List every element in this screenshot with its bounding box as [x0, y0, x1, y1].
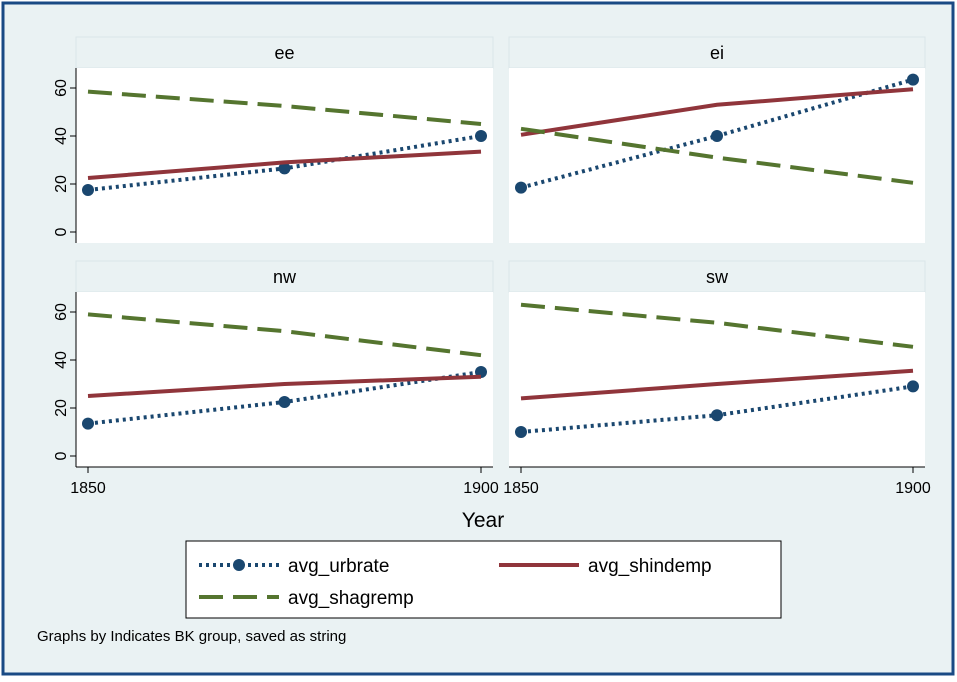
panel-title: ee: [274, 43, 294, 63]
series-line-avg_shindemp: [520, 87, 914, 137]
series-line-avg_shindemp: [520, 368, 914, 401]
y-tick-label: 40: [53, 127, 70, 145]
data-point-avg_urbrate: [515, 181, 527, 194]
x-tick-label: 1850: [70, 480, 106, 497]
panel-nw: nw 0 20 40 60 1850 1900: [53, 260, 499, 497]
panel-strip: [508, 260, 926, 293]
series-line-avg_shindemp: [87, 374, 482, 398]
panel-title: sw: [706, 267, 729, 287]
legend-item-avg_shindemp: avg_shindemp: [499, 556, 712, 577]
series-line-avg_shindemp: [87, 149, 482, 180]
panel-strip: [75, 260, 494, 293]
data-point-avg_urbrate: [82, 417, 94, 430]
y-tick-label: 20: [53, 399, 70, 417]
data-point-avg_urbrate: [82, 184, 94, 196]
legend-item-avg_shagremp: avg_shagremp: [199, 588, 414, 609]
data-point-avg_urbrate: [907, 73, 919, 86]
y-tick-label: 0: [53, 227, 70, 236]
panel-ei: ei: [508, 36, 926, 243]
series-line-avg_shagremp: [520, 302, 914, 349]
data-point-avg_urbrate: [515, 426, 527, 438]
data-point-avg_urbrate: [711, 130, 723, 142]
x-tick-label: 1900: [895, 480, 931, 497]
x-axis-label: Year: [462, 509, 504, 532]
data-point-avg_urbrate: [278, 162, 291, 175]
legend-box: [185, 540, 782, 619]
series-line-avg_shagremp: [520, 126, 914, 185]
series-line-avg_shagremp: [87, 312, 482, 358]
graph-note: Graphs by Indicates BK group, saved as s…: [37, 628, 346, 645]
y-tick-label: 40: [53, 351, 70, 369]
x-tick-label: 1900: [463, 480, 499, 497]
panel-title: nw: [273, 267, 297, 287]
panel-ee: ee 0 20 40 60: [53, 36, 494, 243]
panel-sw: sw 1850 1900: [503, 260, 931, 497]
legend-key-marker: [233, 559, 245, 571]
legend-label: avg_urbrate: [288, 556, 389, 577]
data-point-avg_urbrate: [475, 130, 487, 142]
series-line-avg_shagremp: [87, 89, 482, 126]
y-tick-label: 60: [53, 303, 70, 321]
legend-label: avg_shindemp: [588, 556, 712, 577]
y-tick-label: 60: [53, 79, 70, 97]
y-tick-label: 0: [53, 451, 70, 460]
y-tick-label: 20: [53, 175, 70, 193]
panel-strip: [75, 36, 494, 69]
panel-strip: [508, 36, 926, 69]
data-point-avg_urbrate: [907, 380, 919, 393]
plot-area: [509, 292, 925, 467]
data-point-avg_urbrate: [278, 396, 291, 408]
legend-item-avg_urbrate: avg_urbrate: [199, 556, 389, 577]
plot-area: [509, 68, 925, 243]
data-point-avg_urbrate: [711, 409, 723, 422]
x-tick-label: 1850: [503, 480, 539, 497]
legend-label: avg_shagremp: [288, 588, 414, 609]
legend: avg_urbrate avg_shindemp avg_shagremp: [185, 540, 782, 619]
panel-title: ei: [710, 43, 724, 63]
series-line-avg_urbrate: [520, 77, 914, 190]
